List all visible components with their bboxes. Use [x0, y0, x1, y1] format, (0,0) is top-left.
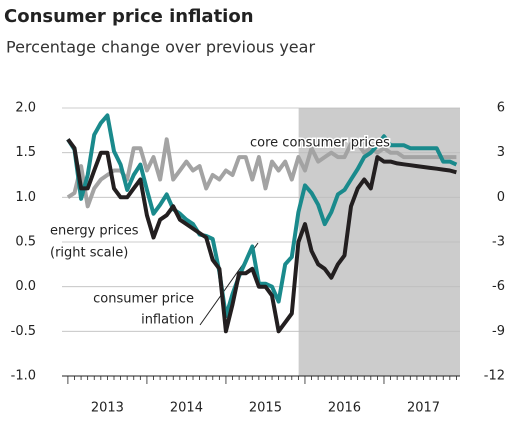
x-tick-label: 2017: [407, 401, 440, 416]
x-tick-label: 2016: [328, 401, 361, 416]
annotation: consumer price: [93, 292, 194, 307]
y-tick-label: -1.0: [11, 369, 36, 384]
y2-tick-label: -3: [492, 235, 505, 250]
annotation: (right scale): [50, 246, 128, 261]
chart-title: Consumer price inflation: [4, 6, 254, 27]
y2-tick-label: -9: [492, 324, 505, 339]
x-tick-label: 2013: [91, 401, 124, 416]
y2-tick-label: 3: [497, 145, 505, 160]
y2-tick-label: -6: [492, 279, 505, 294]
y-tick-label: 1.0: [15, 190, 36, 205]
y-tick-label: 0.0: [15, 279, 36, 294]
y-tick-label: -0.5: [11, 324, 36, 339]
annotation: core consumer prices: [250, 136, 390, 151]
chart-subtitle: Percentage change over previous year: [6, 38, 315, 57]
series-line: [66, 138, 457, 334]
x-tick-label: 2015: [249, 401, 282, 416]
x-tick-label: 2014: [170, 401, 203, 416]
y2-tick-label: 0: [497, 190, 505, 205]
series-line: [66, 113, 458, 319]
y-tick-label: 2.0: [15, 101, 36, 116]
series-line: [66, 137, 457, 209]
annotation: inflation: [141, 313, 194, 328]
annotation: energy prices: [50, 224, 139, 239]
y-tick-label: 1.5: [15, 145, 36, 160]
y2-tick-label: 6: [497, 101, 505, 116]
y2-tick-label: -12: [484, 369, 505, 384]
y-tick-label: 0.5: [15, 235, 36, 250]
